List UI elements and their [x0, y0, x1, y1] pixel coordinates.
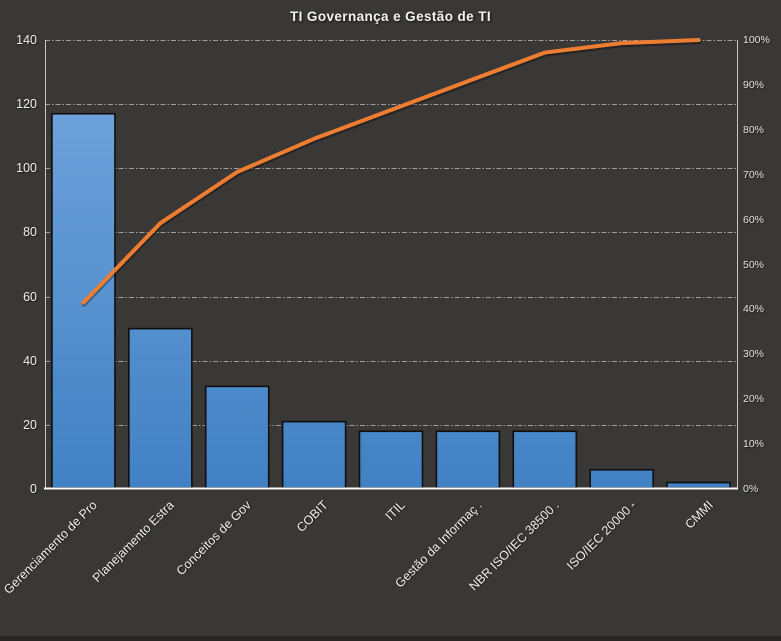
chart-title: TI Governança e Gestão de TI [289, 9, 491, 24]
pct-axis-tick-label: 40% [743, 303, 765, 316]
y-axis-tick-label: 0 [30, 482, 37, 496]
y-axis-tick-label: 20 [23, 417, 37, 432]
pct-axis-tick-label: 80% [743, 123, 765, 136]
pct-axis-tick-label: 20% [743, 393, 765, 406]
bottom-window-edge [0, 636, 781, 641]
bar [512, 430, 578, 489]
pct-axis-tick-label: 90% [743, 78, 765, 91]
bar [435, 430, 501, 489]
pct-axis-tick-label: 0% [743, 483, 759, 495]
pct-axis-tick-label: 70% [743, 168, 765, 181]
y-axis-tick-label: 100 [16, 161, 37, 176]
pct-axis-tick-label: 10% [743, 438, 765, 451]
bar [358, 430, 424, 489]
cumulative-line-shadow [81, 39, 702, 307]
y-axis-tick-label: 120 [16, 97, 37, 112]
y-axis-tick-label: 40 [23, 353, 37, 368]
y-axis-tick-label: 140 [16, 33, 37, 47]
bar [589, 468, 654, 489]
pct-axis-tick-label: 60% [743, 213, 765, 226]
bar [204, 385, 270, 489]
bar [281, 420, 347, 489]
pct-axis-tick-label: 100% [743, 34, 770, 46]
bar [666, 481, 731, 489]
cumulative-line [81, 38, 701, 305]
y-axis-tick-label: 80 [23, 225, 37, 240]
y-axis-tick-label: 60 [23, 289, 37, 304]
pct-axis-tick-label: 30% [743, 348, 765, 361]
pct-axis-tick-label: 50% [743, 258, 765, 271]
bar [128, 327, 193, 489]
